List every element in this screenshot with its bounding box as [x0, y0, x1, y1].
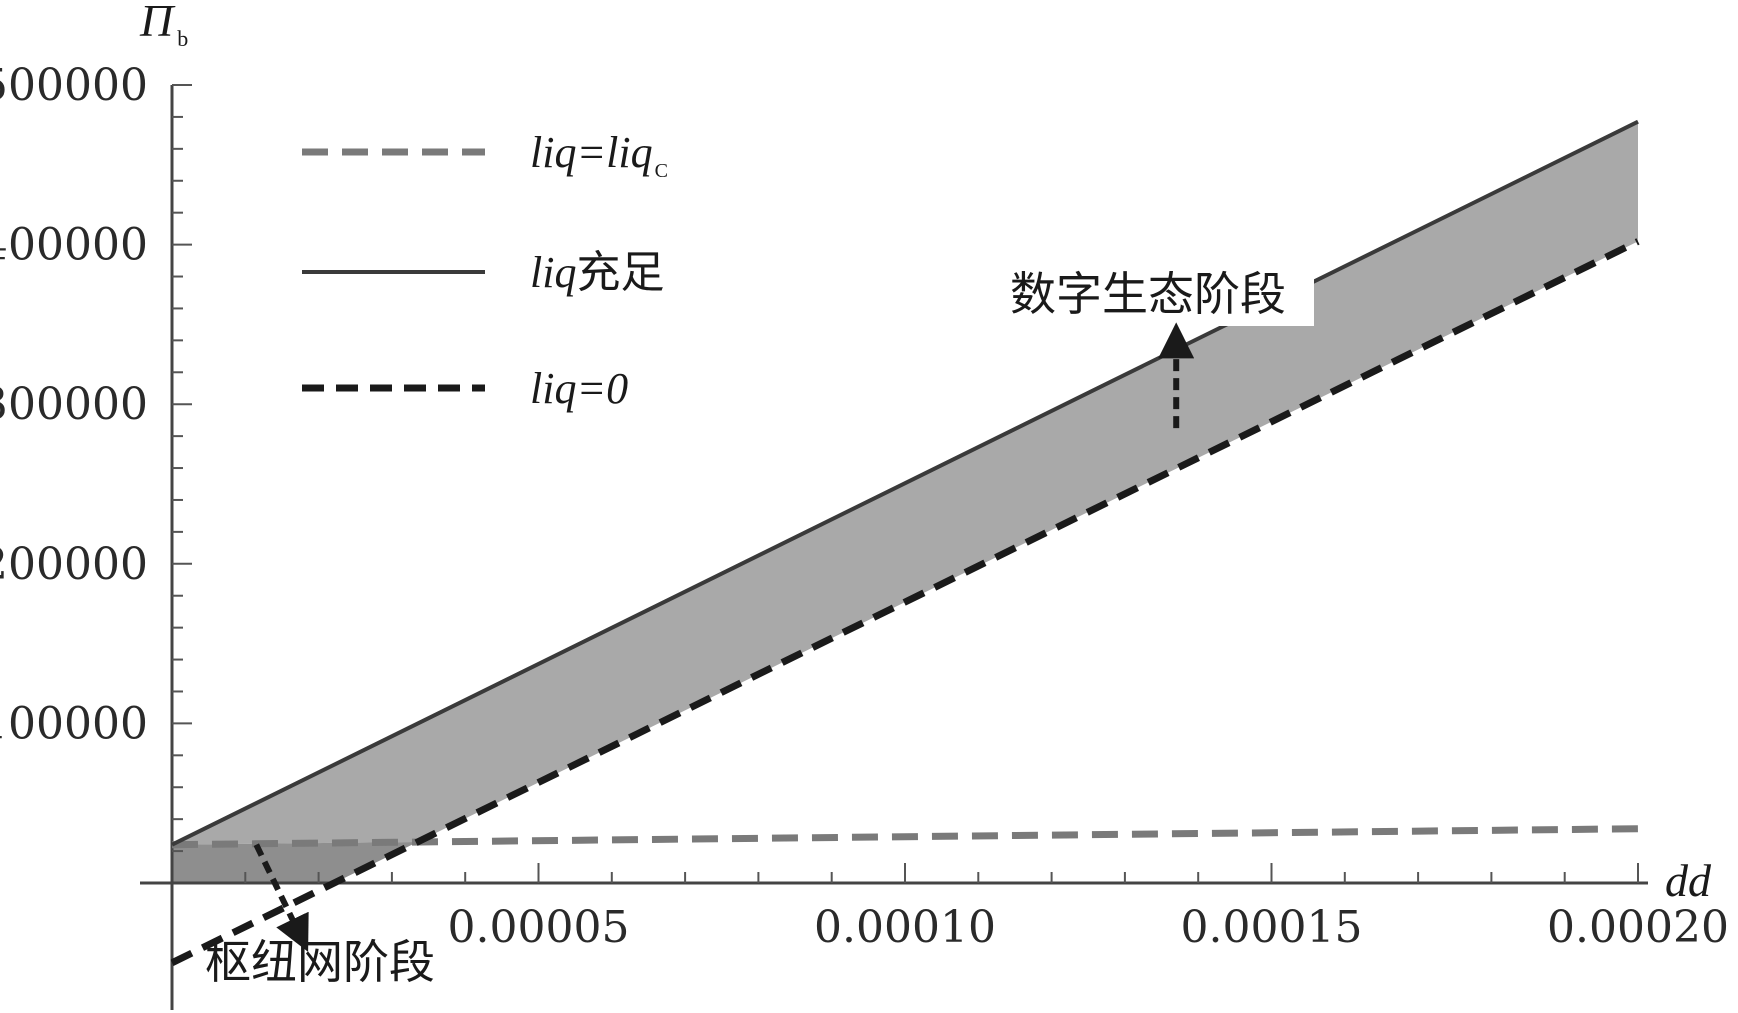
x-tick-label: 0.00020	[1547, 902, 1729, 953]
legend-label-2: liq=0	[530, 364, 628, 413]
legend-label-1: liq充足	[530, 248, 664, 297]
annotation-box-digital	[1006, 266, 1314, 326]
legend-label-main: liq=liq	[530, 128, 653, 177]
ticks: 0.00005 0.00010 0.00015 0.00020 100000 200000…	[0, 0, 1729, 953]
legend-label-main: liq	[530, 248, 576, 297]
y-axis-title-sub: b	[177, 26, 188, 51]
x-tick-label: 0.00015	[1181, 902, 1363, 953]
legend-label-0: liq=liq C	[530, 128, 668, 182]
series-line-1	[171, 119, 1639, 847]
legend-label-sub: C	[655, 160, 668, 182]
shaded-regions	[172, 121, 1638, 883]
series-lines	[170, 119, 1640, 966]
region-hub-network	[172, 842, 418, 883]
annotation-digital-ecology: 数字生态阶段	[1010, 267, 1286, 321]
y-tick-label: 400000	[0, 220, 148, 271]
y-tick-label: 100000	[0, 698, 148, 749]
series-line-2	[170, 238, 1640, 966]
y-tick-label: 300000	[0, 379, 148, 430]
x-tick-label: 0.00010	[814, 902, 996, 953]
annotation-hub-network: 枢纽网阶段	[205, 935, 435, 989]
x-tick-label: 0.00005	[448, 902, 630, 953]
legend-label-suffix: 充足	[576, 248, 664, 297]
y-tick-label: 500000	[0, 60, 148, 111]
legend-label-main: liq=0	[530, 364, 628, 413]
x-axis-title: dd	[1665, 855, 1712, 906]
annotation-arrow-hub	[253, 843, 309, 952]
